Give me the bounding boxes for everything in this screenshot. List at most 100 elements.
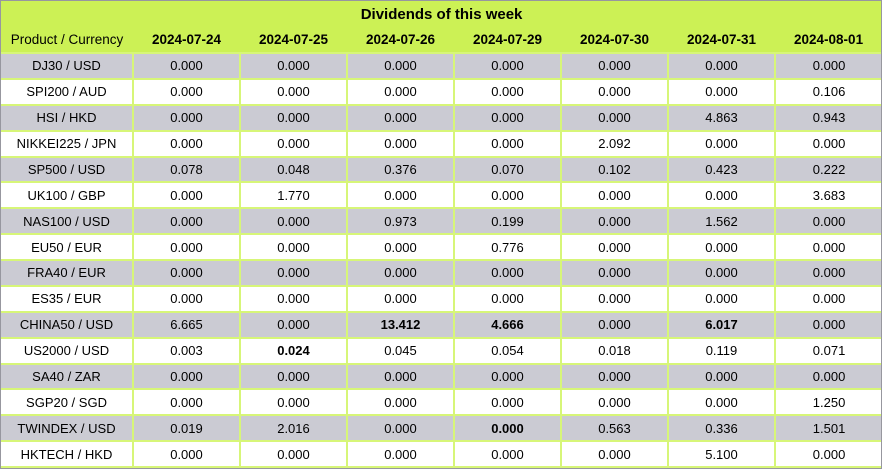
value-cell: 0.078 [132,155,241,184]
value-cell: 0.000 [239,52,348,80]
value-cell: 0.000 [346,103,455,132]
value-cell: 0.000 [132,207,241,236]
value-cell: 0.000 [346,440,455,468]
product-cell: UK100 / GBP [1,181,134,210]
value-cell: 0.000 [560,388,669,417]
table-row: HSI / HKD 0.000 0.000 0.000 0.000 0.000 … [1,103,881,132]
value-cell: 0.000 [667,388,776,417]
value-cell: 0.000 [453,362,562,391]
value-cell: 0.000 [667,77,776,106]
value-cell: 0.000 [560,77,669,106]
value-cell: 0.000 [239,207,348,236]
value-cell: 0.054 [453,336,562,365]
value-cell: 1.562 [667,207,776,236]
product-cell: DJ30 / USD [1,52,134,80]
value-cell: 0.000 [667,181,776,210]
value-cell: 1.770 [239,181,348,210]
product-cell: ES35 / EUR [1,284,134,313]
value-cell: 0.000 [453,129,562,158]
value-cell: 0.019 [132,414,241,443]
value-cell: 0.000 [132,440,241,468]
value-cell: 2.016 [239,414,348,443]
value-cell: 0.070 [453,155,562,184]
value-cell: 0.000 [346,259,455,287]
value-cell: 0.000 [132,259,241,287]
value-cell: 0.000 [560,440,669,468]
value-cell: 0.000 [132,52,241,80]
value-cell: 0.000 [667,233,776,261]
table-row: SGP20 / SGD 0.000 0.000 0.000 0.000 0.00… [1,388,881,417]
value-cell: 0.000 [560,207,669,236]
product-cell: SP500 / USD [1,155,134,184]
value-cell: 0.000 [346,233,455,261]
value-cell: 0.000 [667,284,776,313]
value-cell: 0.000 [346,129,455,158]
value-cell: 0.000 [239,284,348,313]
column-header-date-4: 2024-07-29 [454,27,561,53]
value-cell: 0.000 [239,362,348,391]
title-row: Dividends of this week [1,1,881,27]
value-cell: 0.000 [132,233,241,261]
value-cell: 6.017 [667,310,776,339]
value-cell: 0.048 [239,155,348,184]
value-cell: 0.000 [773,284,881,313]
table-body: DJ30 / USD 0.000 0.000 0.000 0.000 0.000… [1,52,881,468]
value-cell: 0.000 [453,52,562,80]
value-cell: 0.000 [453,414,562,443]
value-cell: 0.199 [453,207,562,236]
table-row: FRA40 / EUR 0.000 0.000 0.000 0.000 0.00… [1,259,881,287]
product-cell: NIKKEI225 / JPN [1,129,134,158]
value-cell: 3.683 [773,181,881,210]
table-row: TWINDEX / USD 0.019 2.016 0.000 0.000 0.… [1,414,881,443]
value-cell: 0.000 [132,362,241,391]
value-cell: 13.412 [346,310,455,339]
value-cell: 0.000 [132,388,241,417]
value-cell: 0.000 [453,284,562,313]
product-cell: US2000 / USD [1,336,134,365]
value-cell: 0.000 [132,181,241,210]
product-cell: NAS100 / USD [1,207,134,236]
table-row: HKTECH / HKD 0.000 0.000 0.000 0.000 0.0… [1,440,881,468]
value-cell: 0.000 [453,440,562,468]
value-cell: 0.003 [132,336,241,365]
value-cell: 0.000 [346,284,455,313]
value-cell: 0.423 [667,155,776,184]
value-cell: 0.000 [453,77,562,106]
value-cell: 0.000 [773,233,881,261]
table-row: NAS100 / USD 0.000 0.000 0.973 0.199 0.0… [1,207,881,236]
value-cell: 0.000 [453,388,562,417]
value-cell: 0.000 [667,129,776,158]
table-row: SA40 / ZAR 0.000 0.000 0.000 0.000 0.000… [1,362,881,391]
value-cell: 0.000 [773,129,881,158]
value-cell: 1.501 [773,414,881,443]
product-cell: SA40 / ZAR [1,362,134,391]
value-cell: 0.000 [667,259,776,287]
value-cell: 0.000 [239,259,348,287]
product-cell: FRA40 / EUR [1,259,134,287]
table-row: CHINA50 / USD 6.665 0.000 13.412 4.666 0… [1,310,881,339]
value-cell: 0.000 [560,362,669,391]
value-cell: 0.000 [453,103,562,132]
value-cell: 0.000 [560,284,669,313]
value-cell: 0.222 [773,155,881,184]
value-cell: 0.563 [560,414,669,443]
product-cell: SGP20 / SGD [1,388,134,417]
value-cell: 0.071 [773,336,881,365]
value-cell: 1.250 [773,388,881,417]
value-cell: 5.100 [667,440,776,468]
value-cell: 0.000 [453,181,562,210]
value-cell: 4.863 [667,103,776,132]
value-cell: 4.666 [453,310,562,339]
page-title: Dividends of this week [1,1,881,27]
value-cell: 0.000 [239,103,348,132]
value-cell: 0.000 [239,233,348,261]
column-header-row: Product / Currency 2024-07-24 2024-07-25… [1,27,881,53]
value-cell: 6.665 [132,310,241,339]
value-cell: 0.000 [453,259,562,287]
value-cell: 0.000 [132,77,241,106]
column-header-product: Product / Currency [1,27,133,53]
value-cell: 0.000 [773,310,881,339]
value-cell: 0.000 [346,414,455,443]
value-cell: 0.000 [560,52,669,80]
